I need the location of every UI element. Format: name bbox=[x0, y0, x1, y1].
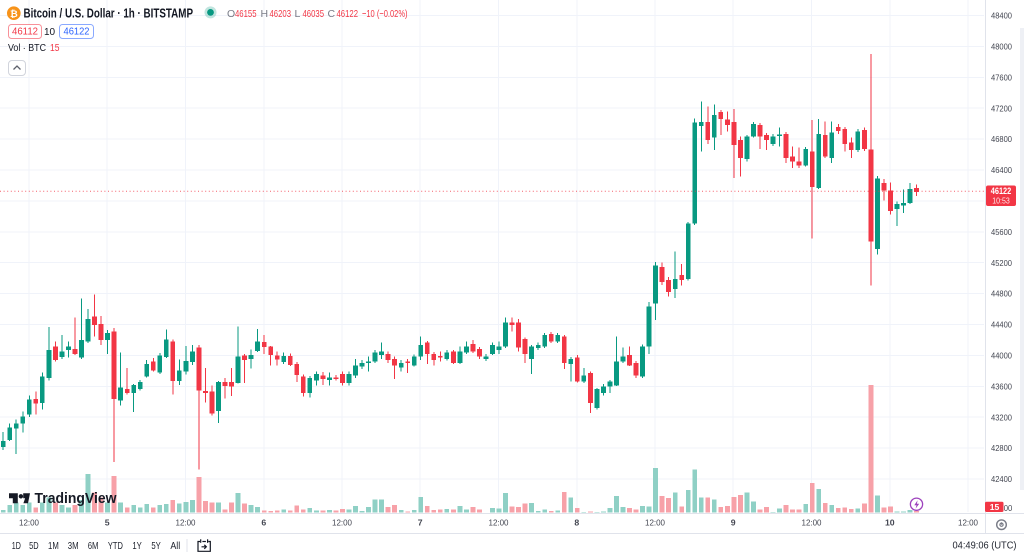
svg-text:All: All bbox=[170, 541, 180, 552]
svg-text:6: 6 bbox=[261, 518, 266, 528]
svg-text:46400: 46400 bbox=[991, 165, 1012, 175]
svg-text:48000: 48000 bbox=[991, 42, 1012, 52]
svg-text:42400: 42400 bbox=[991, 474, 1012, 484]
svg-text:Bitcoin / U.S. Dollar · 1h · B: Bitcoin / U.S. Dollar · 1h · BITSTAMP bbox=[24, 6, 194, 21]
svg-text:YTD: YTD bbox=[108, 541, 123, 552]
svg-text:15: 15 bbox=[50, 43, 60, 54]
svg-text:44400: 44400 bbox=[991, 320, 1012, 330]
svg-text:10:53: 10:53 bbox=[992, 195, 1010, 205]
svg-text:12:00: 12:00 bbox=[645, 518, 665, 528]
svg-text:46800: 46800 bbox=[991, 134, 1012, 144]
svg-text:42800: 42800 bbox=[991, 443, 1012, 453]
svg-text:44000: 44000 bbox=[991, 351, 1012, 361]
svg-text:44800: 44800 bbox=[991, 289, 1012, 299]
svg-text:12:00: 12:00 bbox=[489, 518, 509, 528]
svg-text:46112: 46112 bbox=[12, 26, 38, 38]
svg-text:45600: 45600 bbox=[991, 227, 1012, 237]
svg-text:₿: ₿ bbox=[10, 9, 18, 20]
svg-text:45200: 45200 bbox=[991, 258, 1012, 268]
svg-text:5: 5 bbox=[105, 518, 110, 528]
svg-text:04:49:06 (UTC): 04:49:06 (UTC) bbox=[953, 540, 1017, 552]
svg-text:1D: 1D bbox=[12, 541, 21, 552]
svg-text:12:00: 12:00 bbox=[802, 518, 822, 528]
svg-text:43600: 43600 bbox=[991, 381, 1012, 391]
svg-text:47600: 47600 bbox=[991, 72, 1012, 82]
svg-text:48400: 48400 bbox=[991, 11, 1012, 21]
svg-text:00: 00 bbox=[1004, 503, 1013, 513]
svg-text:46122: 46122 bbox=[991, 186, 1012, 196]
svg-text:8: 8 bbox=[574, 518, 579, 528]
svg-text:5Y: 5Y bbox=[151, 541, 161, 552]
svg-text:15: 15 bbox=[990, 502, 1000, 512]
svg-text:6M: 6M bbox=[88, 541, 99, 552]
svg-text:7: 7 bbox=[418, 518, 423, 528]
svg-text:TradingView: TradingView bbox=[35, 490, 117, 507]
svg-text:12:00: 12:00 bbox=[958, 518, 978, 528]
svg-text:46122: 46122 bbox=[64, 26, 90, 38]
svg-text:47200: 47200 bbox=[991, 103, 1012, 113]
svg-text:43200: 43200 bbox=[991, 412, 1012, 422]
svg-text:1M: 1M bbox=[48, 541, 59, 552]
svg-text:10: 10 bbox=[44, 27, 56, 38]
svg-text:5D: 5D bbox=[29, 541, 39, 552]
svg-text:12:00: 12:00 bbox=[176, 518, 196, 528]
svg-text:3M: 3M bbox=[68, 541, 79, 552]
svg-text:Vol · BTC: Vol · BTC bbox=[8, 43, 46, 54]
svg-text:1Y: 1Y bbox=[132, 541, 142, 552]
svg-text:10: 10 bbox=[885, 518, 895, 528]
svg-text:12:00: 12:00 bbox=[332, 518, 352, 528]
svg-text:9: 9 bbox=[731, 518, 736, 528]
svg-text:12:00: 12:00 bbox=[19, 518, 39, 528]
